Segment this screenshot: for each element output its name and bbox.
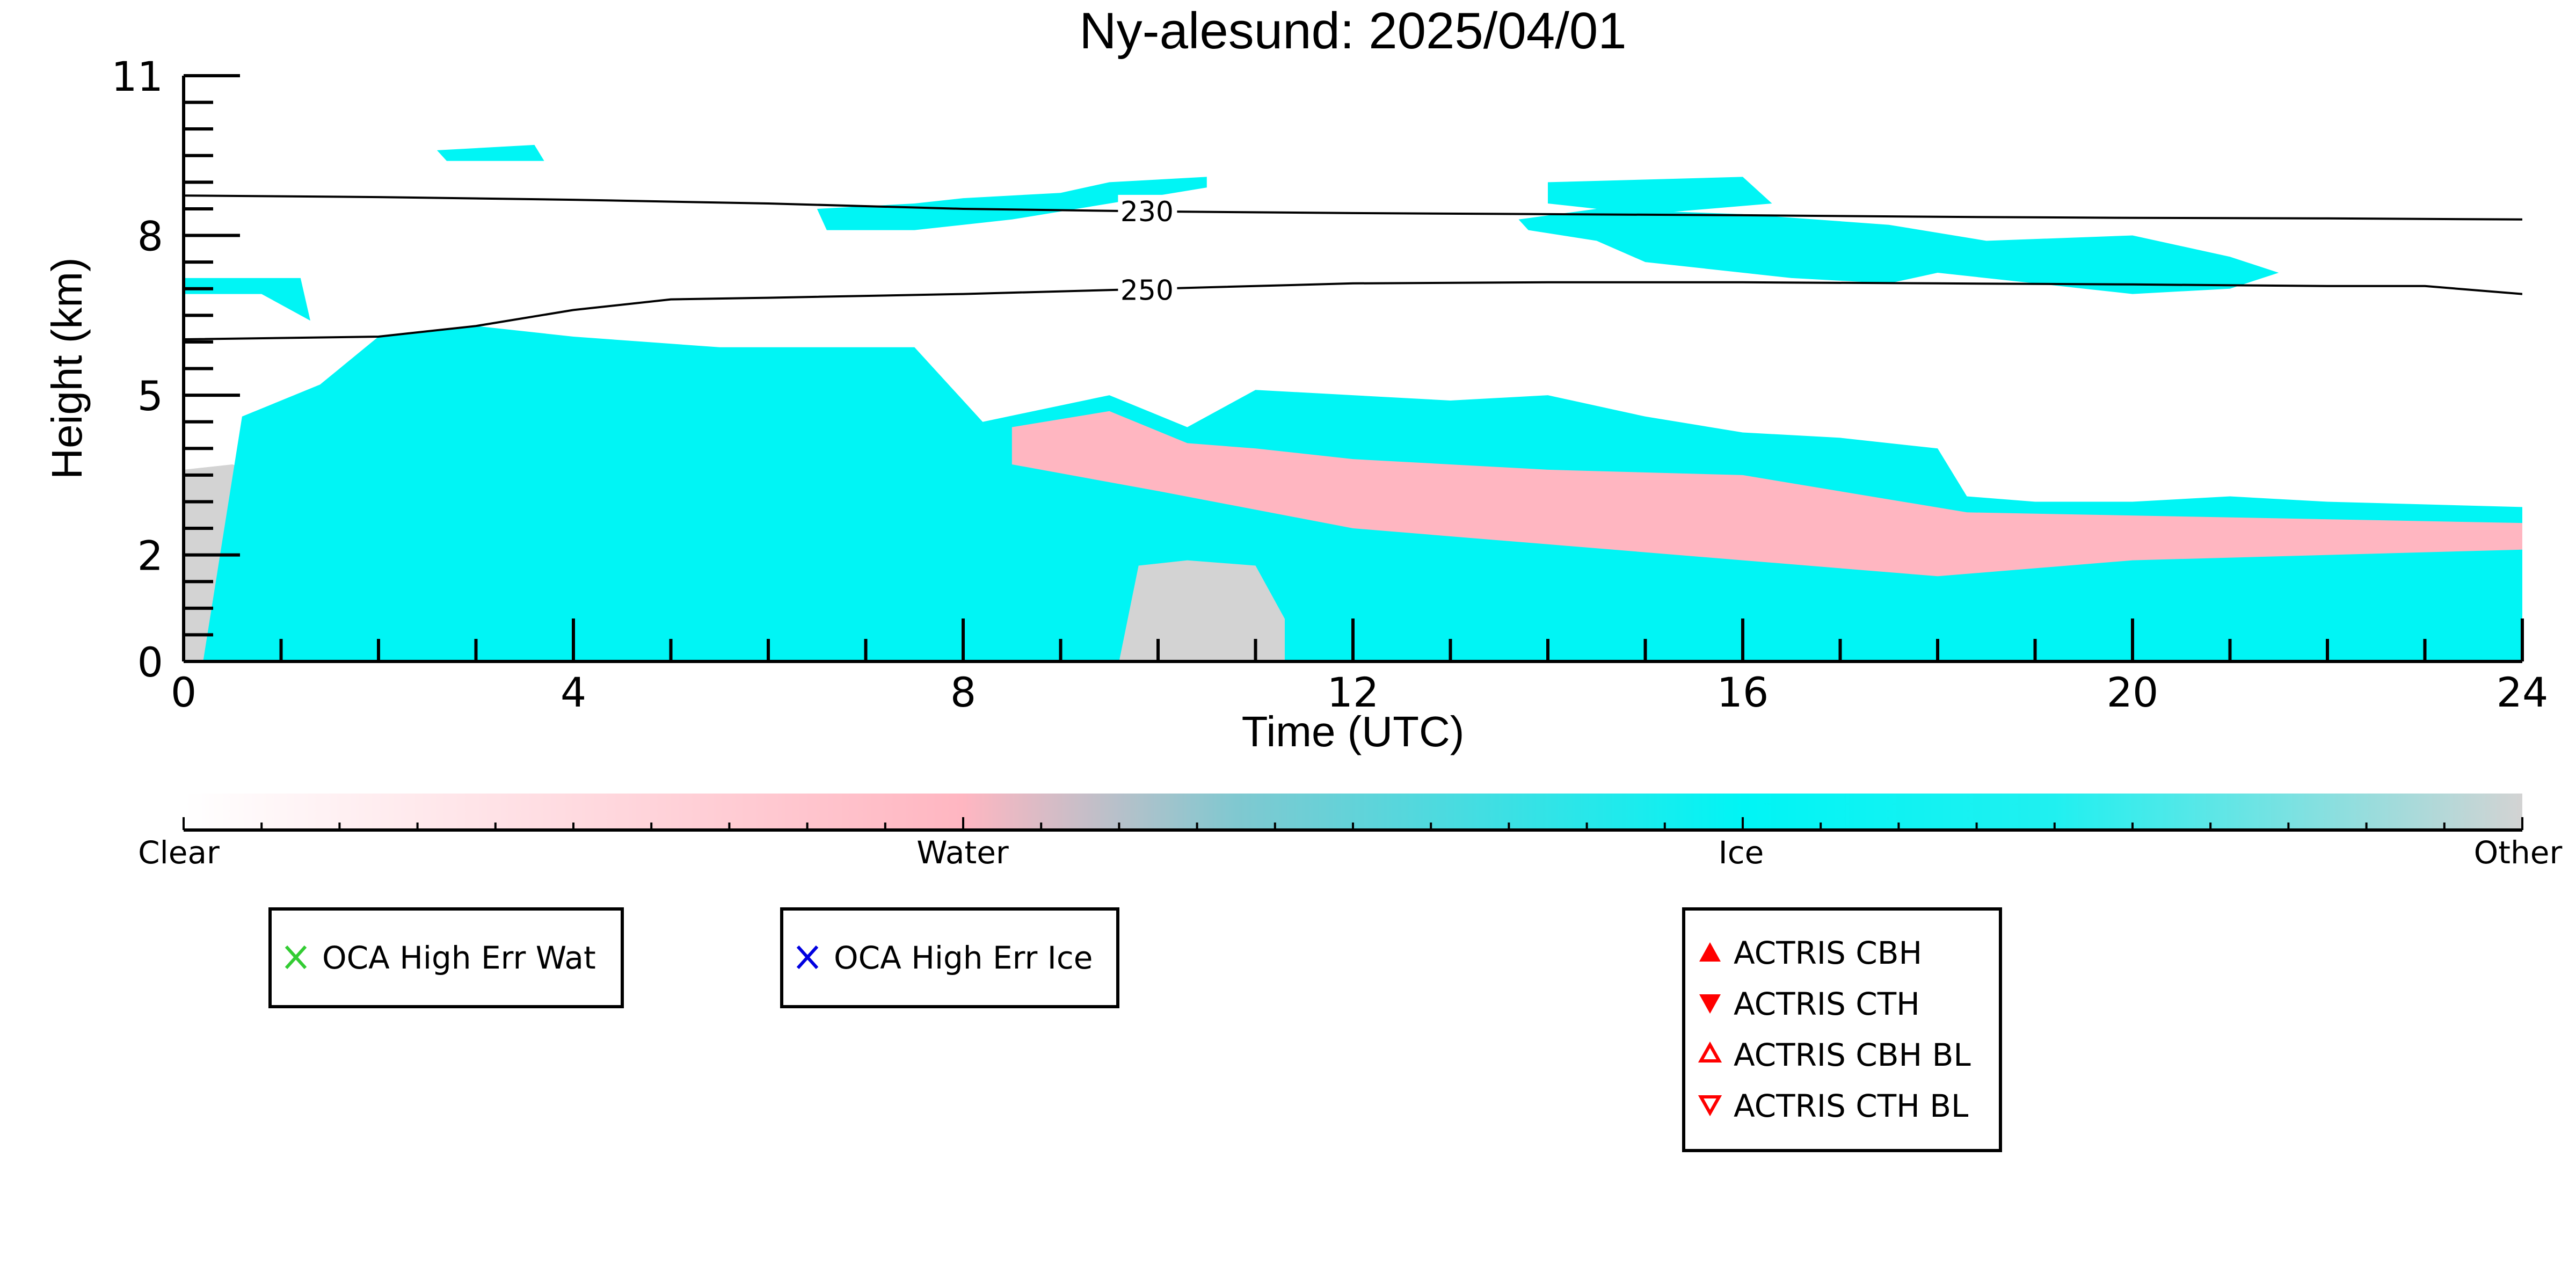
filled-triangle-up-icon (1699, 942, 1721, 962)
y-ticks: 0 2 5 8 11 (111, 53, 240, 686)
ice-region-6 (817, 177, 1207, 230)
contour-label-250: 250 (1120, 275, 1174, 307)
legend-box (1682, 907, 2002, 1152)
x-ticks: 0 4 8 12 16 20 24 (171, 618, 2549, 716)
legend-oca-high-err-ice: OCA High Err Ice (780, 907, 1119, 1008)
legend-label: ACTRIS CTH (1734, 986, 1920, 1022)
legend-actris: ACTRIS CBH ACTRIS CTH ACTRIS CBH BL ACTR… (1682, 907, 2002, 1152)
ice-region-4 (1518, 209, 2279, 294)
x-tick-label: 16 (1717, 668, 1769, 716)
open-triangle-down-icon (1698, 1095, 1722, 1117)
legend-box (268, 907, 624, 1008)
chart-title: Ny-alesund: 2025/04/01 (1079, 2, 1626, 60)
colorbar-label-water: Water (916, 834, 1009, 871)
contour-labels: 230 250 (1118, 194, 1177, 307)
contour-line-250 (184, 281, 2522, 340)
x-tick-label: 12 (1327, 668, 1379, 716)
water-region-3 (1012, 411, 2522, 577)
y-tick-label: 0 (137, 638, 163, 686)
contour-label-bg (1118, 194, 1177, 227)
ice-region-7 (436, 144, 544, 161)
x-tick-label: 20 (2107, 668, 2159, 716)
cloud-regions (184, 144, 2522, 661)
blue-x-icon (796, 945, 819, 970)
green-x-icon (285, 945, 307, 970)
filled-triangle-down-icon (1699, 994, 1721, 1014)
y-axis-label: Height (km) (43, 257, 91, 479)
ice-region-8 (184, 278, 310, 321)
colorbar-ticks (183, 817, 2523, 830)
legend-label: OCA High Err Wat (322, 940, 596, 976)
legend-label: OCA High Err Ice (834, 940, 1093, 976)
temperature-contours (184, 194, 2522, 340)
colorbar-label-other: Other (2474, 834, 2563, 871)
contour-label-230: 230 (1120, 196, 1174, 228)
legend-box (780, 907, 1119, 1008)
contour-line-230 (184, 194, 2522, 221)
x-tick-label: 24 (2497, 668, 2549, 716)
other-region-2 (1119, 560, 1285, 661)
colorbar-label-ice: Ice (1719, 834, 1764, 871)
legend-label: ACTRIS CTH BL (1734, 1088, 1968, 1124)
legend-oca-high-err-wat: OCA High Err Wat (268, 907, 624, 1008)
contour-label-bg (1118, 273, 1177, 306)
axes: 0 2 5 8 11 0 4 8 12 16 20 24 (111, 53, 2548, 716)
y-tick-label: 8 (137, 213, 163, 260)
colorbar: Clear Water Ice Other (138, 794, 2562, 871)
y-tick-label: 2 (137, 532, 163, 580)
plot-area (184, 144, 2522, 661)
x-tick-label: 8 (950, 668, 976, 716)
x-tick-label: 4 (561, 668, 586, 716)
y-tick-label: 11 (111, 53, 163, 100)
colorbar-label-clear: Clear (138, 834, 220, 871)
x-tick-label: 0 (171, 668, 197, 716)
y-tick-label: 5 (137, 372, 163, 420)
open-triangle-up-icon (1698, 1041, 1722, 1063)
legend-label: ACTRIS CBH (1734, 935, 1922, 971)
legend-label: ACTRIS CBH BL (1734, 1037, 1971, 1073)
ice-region-5 (1548, 177, 1772, 214)
x-axis-label: Time (UTC) (1242, 708, 1465, 755)
